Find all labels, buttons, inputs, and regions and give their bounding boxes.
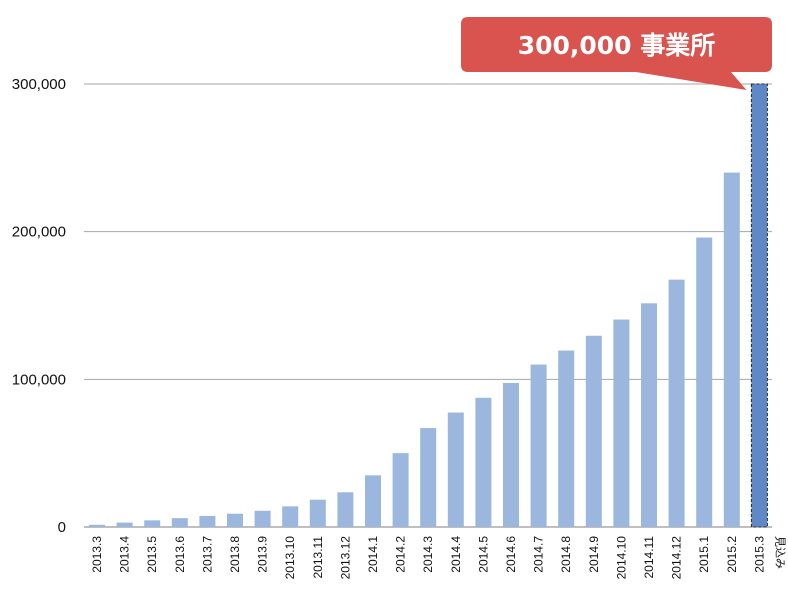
bar (337, 492, 354, 527)
callout: 300,000 事業所 (461, 17, 772, 90)
bar (254, 510, 271, 527)
x-tick-label: 2013.3 (90, 536, 104, 573)
y-axis: 0 100,000 200,000 300,000 (12, 76, 66, 536)
x-tick-label: 2015.1 (697, 536, 711, 573)
x-tick-label: 2014.11 (642, 536, 656, 579)
bar (365, 475, 381, 527)
x-tick-label: 2014.12 (670, 536, 684, 580)
bar (668, 279, 685, 527)
bar (171, 518, 188, 527)
x-tick-label: 2013.9 (256, 536, 270, 573)
x-tick-label: 2015.2 (725, 536, 739, 573)
callout-text: 300,000 事業所 (518, 31, 716, 60)
forecast-note: 見込み (773, 536, 786, 569)
bar (641, 303, 657, 527)
x-tick-label: 2014.3 (421, 536, 435, 573)
bar (475, 397, 492, 527)
x-tick-label: 2013.5 (145, 536, 159, 573)
x-tick-label: 2014.5 (476, 536, 490, 573)
bar (723, 172, 740, 527)
x-tick-label: 2013.8 (228, 536, 242, 573)
x-tick-label: 2013.7 (200, 536, 214, 573)
x-tick-label: 2013.11 (311, 536, 325, 579)
y-tick-label: 0 (58, 519, 66, 536)
bar (282, 506, 299, 527)
bar (530, 364, 547, 527)
x-tick-label: 2014.7 (532, 536, 546, 573)
callout-bubble (461, 17, 772, 90)
bar (227, 513, 243, 527)
x-tick-label: 2013.10 (283, 536, 297, 580)
bars (89, 83, 768, 528)
x-tick-label: 2014.6 (504, 536, 518, 573)
x-axis: 2013.3 2013.4 2013.5 2013.6 2013.7 2013.8 2013… (90, 536, 786, 580)
bar (503, 383, 519, 527)
y-tick-label: 100,000 (12, 371, 66, 388)
x-tick-label: 2013.4 (118, 536, 132, 573)
bar (750, 83, 768, 528)
x-tick-label: 2014.10 (614, 536, 628, 580)
bar (116, 522, 133, 527)
x-tick-label: 2014.8 (559, 536, 573, 573)
bar (447, 412, 464, 527)
bar (144, 520, 161, 527)
bar (696, 237, 713, 527)
bar (420, 428, 437, 527)
x-tick-label: 2013.6 (173, 536, 187, 573)
bar (89, 524, 105, 527)
bar (585, 335, 602, 527)
bar (558, 350, 575, 527)
x-tick-label: 2015.3 (752, 536, 766, 573)
y-tick-label: 300,000 (12, 76, 66, 93)
bar (392, 453, 409, 527)
y-tick-label: 200,000 (12, 224, 66, 241)
x-tick-label: 2013.12 (338, 536, 352, 580)
bar (613, 319, 630, 527)
x-tick-label: 2014.9 (587, 536, 601, 573)
x-tick-label: 2014.4 (449, 536, 463, 573)
bar (309, 499, 326, 527)
bar (199, 515, 216, 527)
x-tick-label: 2014.2 (394, 536, 408, 573)
x-tick-label: 2014.1 (366, 536, 380, 573)
